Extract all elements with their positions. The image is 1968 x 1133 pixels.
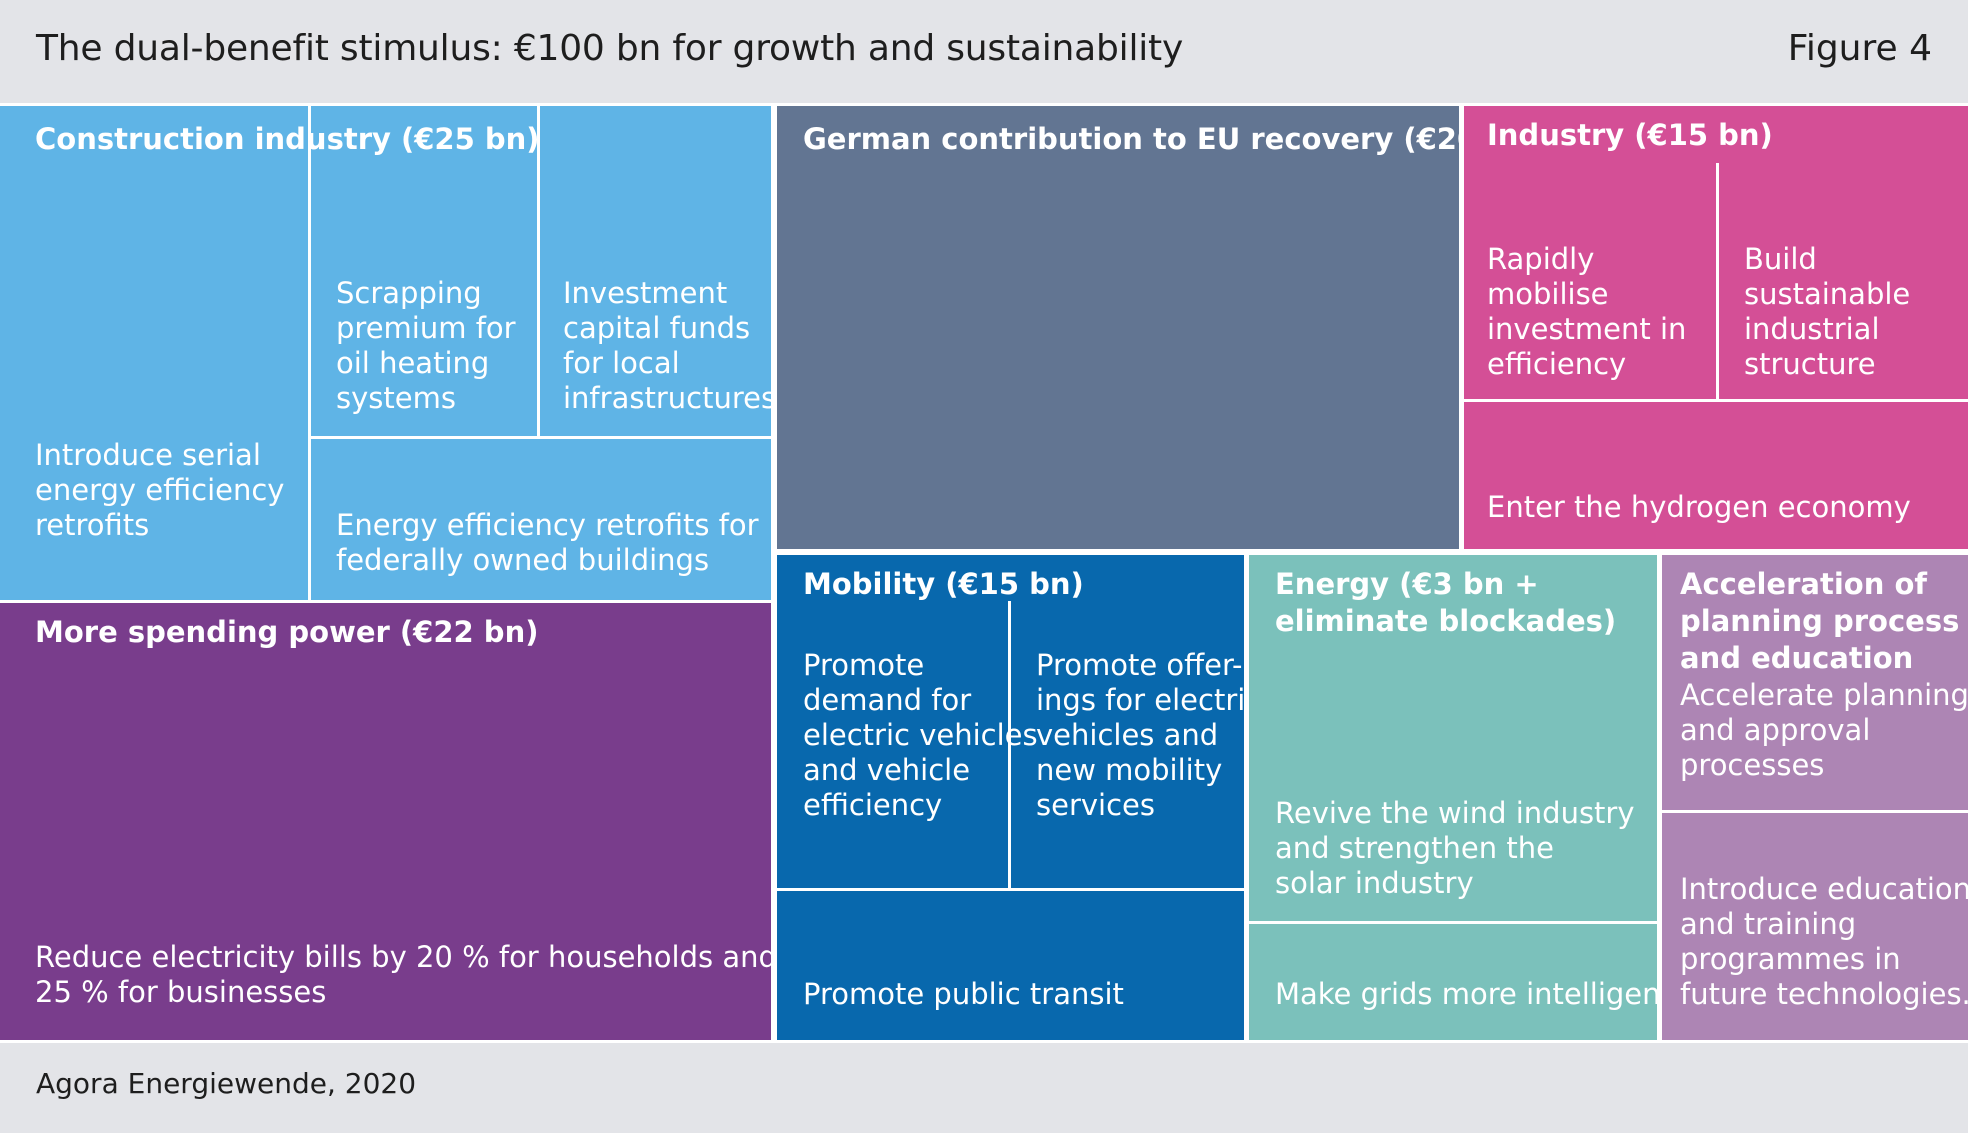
approval-label-2: and approval <box>1680 713 1871 747</box>
ev-demand-label-4: and vehicle <box>803 753 971 787</box>
planning-title-3: and education <box>1680 641 1914 675</box>
scrapping-premium-label-3: oil heating <box>336 346 490 380</box>
ev-offerings-label-5: services <box>1036 788 1155 822</box>
ev-offerings-label-1: Promote offer- <box>1036 648 1243 682</box>
construction-block: Construction industry (€25 bn) Introduce… <box>0 106 776 600</box>
federal-buildings-label-2: federally owned buildings <box>336 543 710 577</box>
divider <box>1464 399 1968 402</box>
ev-demand-label-1: Promote <box>803 648 925 682</box>
scrapping-premium-label-2: premium for <box>336 311 516 345</box>
ev-offerings-label-2: ings for electric <box>1036 683 1262 717</box>
ev-demand-label-5: efficiency <box>803 788 943 822</box>
ev-demand-label-3: electric vehicles <box>803 718 1038 752</box>
ev-offerings-label-3: vehicles and <box>1036 718 1219 752</box>
planning-block: Acceleration of planning process and edu… <box>1662 555 1968 1040</box>
wind-solar-label-2: and strengthen the <box>1275 831 1554 865</box>
mobility-title: Mobility (€15 bn) <box>803 567 1084 601</box>
divider <box>308 436 771 439</box>
serial-retrofits-label-3: retrofits <box>35 508 150 542</box>
investment-funds-label-1: Investment <box>563 276 728 310</box>
divider <box>537 106 540 436</box>
ev-offerings-label-4: new mobility <box>1036 753 1223 787</box>
divider <box>308 106 311 600</box>
electricity-bills-label-2: 25 % for businesses <box>35 975 327 1009</box>
wind-solar-label-3: solar industry <box>1275 866 1474 900</box>
spending-title: More spending power (€22 bn) <box>35 615 539 649</box>
planning-title-2: planning process <box>1680 604 1960 638</box>
planning-title-1: Acceleration of <box>1680 567 1927 601</box>
education-label-2: and training <box>1680 907 1857 941</box>
sustainable-industry-label-2: sustainable <box>1744 277 1911 311</box>
divider <box>1249 921 1657 924</box>
smart-grids-label: Make grids more intelligent <box>1275 977 1672 1011</box>
electricity-bills-label-1: Reduce electricity bills by 20 % for hou… <box>35 940 777 974</box>
energy-block: Energy (€3 bn + eliminate blockades) Rev… <box>1249 555 1672 1040</box>
construction-title: Construction industry (€25 bn) <box>35 122 540 156</box>
public-transit-label: Promote public transit <box>803 977 1124 1011</box>
figure-title: The dual-benefit stimulus: €100 bn for g… <box>36 28 1184 69</box>
education-label-4: future technologies. <box>1680 977 1968 1011</box>
divider <box>1662 810 1968 813</box>
serial-retrofits-label-2: energy efficiency <box>35 473 285 507</box>
education-label-3: programmes in <box>1680 942 1901 976</box>
wind-solar-label-1: Revive the wind industry <box>1275 796 1635 830</box>
approval-label-1: Accelerate planning <box>1680 678 1968 712</box>
investment-funds-label-4: infrastructures <box>563 381 777 415</box>
spending-block: More spending power (€22 bn) Reduce elec… <box>0 603 777 1040</box>
rapid-efficiency-label-2: mobilise <box>1487 277 1609 311</box>
figure-number: Figure 4 <box>1787 28 1932 69</box>
divider <box>1008 601 1011 888</box>
ev-demand-label-2: demand for <box>803 683 972 717</box>
scrapping-premium-label-4: systems <box>336 381 456 415</box>
industry-title: Industry (€15 bn) <box>1487 118 1773 152</box>
sustainable-industry-label-3: industrial <box>1744 312 1880 346</box>
approval-label-3: processes <box>1680 748 1825 782</box>
divider <box>777 888 1244 891</box>
education-label-1: Introduce education <box>1680 872 1968 906</box>
eu-recovery-title: German contribution to EU recovery (€20 … <box>803 122 1542 156</box>
serial-retrofits-label-1: Introduce serial <box>35 438 261 472</box>
investment-funds-label-2: capital funds <box>563 311 751 345</box>
divider <box>1716 163 1719 399</box>
eu-recovery-block: German contribution to EU recovery (€20 … <box>777 106 1542 549</box>
rapid-efficiency-label-3: investment in <box>1487 312 1687 346</box>
treemap: Construction industry (€25 bn) Introduce… <box>0 103 1968 1043</box>
figure-header: The dual-benefit stimulus: €100 bn for g… <box>0 0 1968 103</box>
rapid-efficiency-label-1: Rapidly <box>1487 242 1595 276</box>
rapid-efficiency-label-4: efficiency <box>1487 347 1627 381</box>
investment-funds-label-3: for local <box>563 346 680 380</box>
federal-buildings-label-1: Energy efficiency retrofits for <box>336 508 759 542</box>
scrapping-premium-label-1: Scrapping <box>336 276 482 310</box>
industry-block: Industry (€15 bn) Rapidly mobilise inves… <box>1464 106 1968 549</box>
sustainable-industry-label-4: structure <box>1744 347 1876 381</box>
source-label: Agora Energiewende, 2020 <box>36 1067 417 1100</box>
sustainable-industry-label-1: Build <box>1744 242 1817 276</box>
figure-footer: Agora Energiewende, 2020 <box>0 1043 1968 1133</box>
energy-title-2: eliminate blockades) <box>1275 604 1617 638</box>
energy-title-1: Energy (€3 bn + <box>1275 567 1539 601</box>
mobility-block: Mobility (€15 bn) Promote demand for ele… <box>777 555 1261 1040</box>
hydrogen-label: Enter the hydrogen economy <box>1487 490 1911 524</box>
